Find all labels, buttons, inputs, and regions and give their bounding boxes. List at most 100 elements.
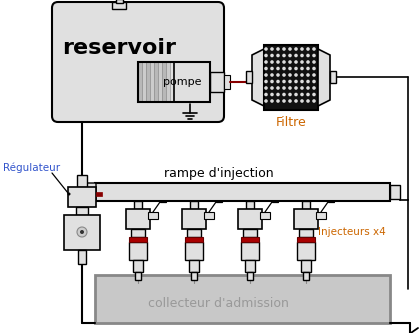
Bar [68,187,96,207]
Bar [247,267,253,279]
Bar [166,62,170,102]
Bar [245,260,255,272]
Circle shape [282,54,286,57]
Circle shape [264,93,268,96]
Bar [150,62,154,102]
Bar [174,62,210,102]
Circle shape [270,86,274,90]
Bar [316,212,326,219]
Polygon shape [318,49,330,106]
Bar [162,62,166,102]
Circle shape [264,60,268,64]
Bar [303,272,309,280]
Circle shape [312,86,316,90]
Circle shape [306,54,310,57]
Bar [204,212,214,219]
Bar [134,201,142,209]
Text: pompe: pompe [163,77,202,87]
Circle shape [282,99,286,103]
Circle shape [270,54,274,57]
Bar [302,201,310,209]
Text: collecteur d'admission: collecteur d'admission [148,297,289,310]
Circle shape [288,86,292,90]
Bar [129,237,147,242]
Circle shape [300,80,304,83]
Circle shape [282,60,286,64]
Circle shape [270,93,274,96]
Bar [185,237,203,242]
Bar [264,45,318,110]
Bar [95,183,390,201]
Circle shape [282,47,286,51]
Bar [241,242,259,260]
Circle shape [300,93,304,96]
Circle shape [68,192,71,195]
Bar [182,209,206,229]
Bar [76,207,88,215]
Text: Injecteurs x4: Injecteurs x4 [318,227,386,237]
Circle shape [282,67,286,70]
Bar [224,75,230,89]
Circle shape [282,73,286,77]
Circle shape [288,93,292,96]
Circle shape [294,99,298,103]
Circle shape [300,73,304,77]
Bar [148,212,158,219]
Polygon shape [252,49,264,106]
Circle shape [288,73,292,77]
Bar [142,62,146,102]
Circle shape [276,80,280,83]
Circle shape [276,67,280,70]
Circle shape [282,80,286,83]
Bar [112,2,126,9]
Circle shape [80,230,84,234]
Circle shape [288,67,292,70]
Circle shape [294,67,298,70]
Circle shape [276,60,280,64]
Bar [158,62,162,102]
Circle shape [312,99,316,103]
Circle shape [300,67,304,70]
Bar [64,215,100,250]
Bar [210,72,224,92]
Bar [133,260,143,272]
Bar [146,62,150,102]
Bar [189,260,199,272]
Circle shape [276,99,280,103]
Bar [191,272,197,280]
Bar [185,242,203,260]
Circle shape [306,93,310,96]
Bar [78,250,86,264]
Circle shape [294,86,298,90]
Bar [138,62,142,102]
Circle shape [312,80,316,83]
Circle shape [306,73,310,77]
Circle shape [300,86,304,90]
Bar [135,272,141,280]
Bar [95,275,390,323]
Circle shape [276,47,280,51]
Circle shape [294,54,298,57]
Circle shape [312,47,316,51]
Circle shape [306,80,310,83]
Circle shape [264,86,268,90]
Bar [191,267,197,279]
Circle shape [288,47,292,51]
Bar [116,0,123,3]
Bar [294,209,318,229]
Circle shape [306,60,310,64]
Circle shape [306,99,310,103]
Text: Régulateur: Régulateur [3,163,60,173]
FancyBboxPatch shape [52,2,224,122]
Bar [129,242,147,260]
Circle shape [264,80,268,83]
Bar [260,212,270,219]
Bar [154,62,158,102]
Circle shape [294,73,298,77]
Circle shape [276,93,280,96]
Circle shape [276,73,280,77]
Circle shape [288,60,292,64]
Bar [131,229,145,237]
Bar [297,237,315,242]
Circle shape [294,80,298,83]
